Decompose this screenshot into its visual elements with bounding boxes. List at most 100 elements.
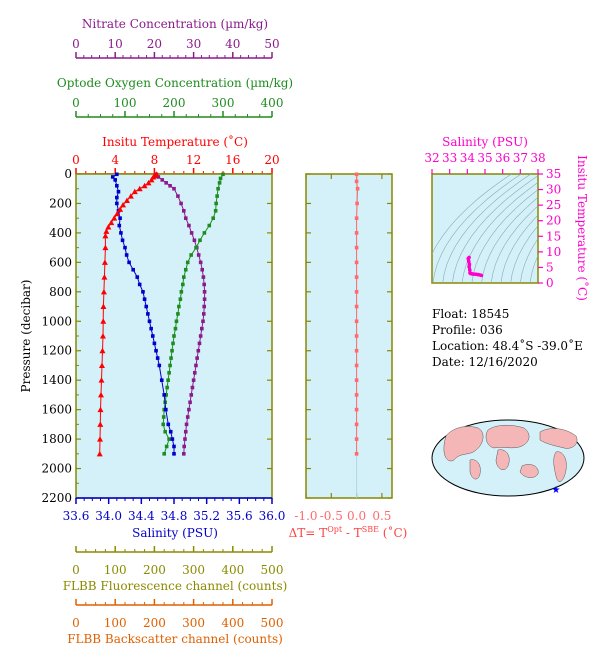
oxygen-point [165, 385, 169, 390]
salinity-point [144, 304, 149, 309]
nitrate-point [183, 429, 188, 434]
nitrate-point [183, 216, 188, 220]
nitrate-point [160, 178, 165, 182]
delta-t-point [354, 216, 359, 220]
oxygen-point [167, 437, 171, 441]
temperature-point [96, 450, 103, 457]
salinity-point [152, 341, 157, 346]
nitrate-point [197, 341, 202, 346]
salinity-point [124, 253, 129, 257]
oxygen-point [164, 393, 168, 397]
temperature-point [108, 219, 115, 226]
delta-t-axis-label: ΔT= TOpt - TSBE (˚C) [289, 525, 408, 540]
temperature-point [105, 224, 112, 230]
pressure-tick-label: 1600 [41, 403, 72, 417]
nitrate-point [164, 181, 168, 185]
temperature-point [97, 406, 104, 413]
nitrate-point [202, 290, 207, 294]
profile-number: Profile: 036 [432, 323, 503, 337]
temperature-axis: Insitu Temperature (˚C) 0 4 8 12 16 20 [72, 134, 280, 175]
float-info: Float: 18545 Profile: 036 Location: 48.4… [432, 307, 583, 369]
nitrate-point [192, 371, 197, 375]
temperature-tick-label: 0 [72, 153, 80, 167]
temperature-point [131, 188, 138, 195]
delta-t-point [354, 319, 359, 324]
oxygen-point [171, 341, 175, 346]
salinity-tick-label: 36.0 [259, 509, 286, 523]
delta-t-point [354, 452, 359, 456]
oxygen-point [177, 304, 181, 309]
salinity-point [115, 201, 119, 206]
nitrate-point [185, 415, 190, 419]
salinity-point [168, 429, 173, 434]
salinity-tick-label: 34.0 [95, 509, 122, 523]
oxygen-point [215, 194, 219, 198]
pressure-tick-label: 800 [49, 285, 72, 299]
delta-t-point [354, 245, 359, 250]
salinity-tick-label: 35.6 [226, 509, 253, 523]
nitrate-tick-label: 40 [225, 37, 240, 51]
delta-t-point [354, 231, 359, 235]
temperature-point [117, 206, 124, 212]
temperature-point [120, 201, 127, 208]
delta-t-point [355, 201, 359, 206]
oxygen-point [162, 452, 166, 456]
nitrate-point [156, 175, 161, 179]
float-location-marker: ★ [552, 485, 561, 496]
ts-point [479, 273, 484, 278]
oxygen-point [216, 186, 220, 191]
oxygen-point [181, 282, 185, 287]
ts-temperature-tick-label: 30 [546, 183, 561, 197]
temperature-point [123, 197, 130, 204]
oxygen-point [173, 326, 178, 331]
oxygen-point [178, 297, 183, 301]
pressure-tick-label: 600 [49, 255, 72, 269]
temperature-tick-label: 4 [111, 153, 119, 167]
oxygen-point [214, 201, 218, 206]
world-map: ★ [431, 419, 585, 497]
oxygen-point [185, 260, 190, 265]
backscatter-tick-label: 100 [104, 616, 127, 630]
pressure-tick-label: 0 [64, 167, 72, 181]
fluorescence-tick-label: 300 [182, 563, 205, 577]
ts-salinity-label: Salinity (PSU) [442, 135, 528, 149]
nitrate-point [182, 209, 186, 213]
delta-t-tick-label: -1.0 [294, 509, 317, 523]
temperature-tick-label: 16 [225, 153, 240, 167]
isopycnal-line [481, 196, 538, 283]
date: Date: 12/16/2020 [432, 355, 538, 369]
ts-salinity-tick-label: 34 [460, 151, 476, 165]
delta-t-tick-label: 0.0 [347, 509, 366, 523]
salinity-point [137, 282, 142, 287]
backscatter-tick-label: 500 [261, 616, 284, 630]
nitrate-point [201, 312, 206, 316]
ts-temperature-label: Insitu Temperature (˚C) [575, 155, 590, 301]
nitrate-point [182, 444, 186, 449]
salinity-point [162, 393, 166, 397]
oxygen-point [213, 209, 218, 213]
salinity-point [110, 175, 115, 179]
nitrate-point [188, 400, 192, 405]
backscatter-axis-label: FLBB Backscatter channel (counts) [67, 632, 283, 646]
nitrate-tick-label: 0 [72, 37, 80, 51]
oxygen-point [194, 245, 198, 250]
isopycnal-line [520, 238, 538, 283]
oxygen-point [170, 348, 174, 353]
nitrate-series [154, 172, 207, 456]
temperature-tick-label: 20 [264, 153, 279, 167]
salinity-axis-label: Salinity (PSU) [132, 526, 218, 540]
salinity-point [146, 312, 150, 316]
delta-t-point [354, 179, 359, 184]
temperature-point [101, 274, 108, 280]
delta-t-point [354, 348, 359, 353]
isopycnal-line [432, 174, 512, 255]
temperature-point [98, 377, 105, 383]
nitrate-point [187, 223, 191, 228]
ts-salinity-tick-label: 35 [477, 151, 492, 165]
salinity-point [159, 378, 164, 382]
nitrate-point [182, 452, 186, 456]
temperature-point [97, 391, 104, 398]
salinity-point [119, 231, 123, 235]
salinity-point [131, 267, 135, 272]
temperature-point [99, 347, 106, 354]
